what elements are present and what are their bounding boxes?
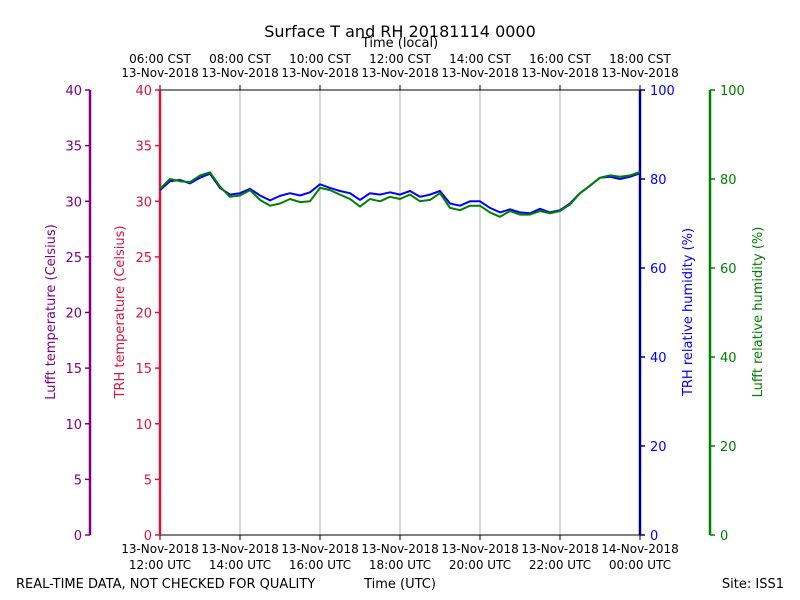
x-bottom-tick-date: 13-Nov-2018 <box>361 542 439 556</box>
x-top-tick-date: 13-Nov-2018 <box>601 66 679 80</box>
x-bottom-tick-date: 13-Nov-2018 <box>121 542 199 556</box>
trh-temp-tick-label: 10 <box>135 418 152 433</box>
x-top-tick-date: 13-Nov-2018 <box>361 66 439 80</box>
x-top-tick-time: 06:00 CST <box>129 52 191 66</box>
x-bottom-tick-date: 13-Nov-2018 <box>201 542 279 556</box>
x-top-tick-date: 13-Nov-2018 <box>201 66 279 80</box>
footer-site: Site: ISS1 <box>722 577 784 592</box>
series-layer <box>159 170 641 218</box>
trh-temp-tick-label: 20 <box>135 307 152 322</box>
lufft-rh-tick-label: 60 <box>720 262 737 277</box>
x-bottom-tick-time: 22:00 UTC <box>529 558 591 572</box>
lufft-temp-tick-label: 40 <box>65 84 82 99</box>
x-bottom-tick-date: 14-Nov-2018 <box>601 542 679 556</box>
top-axis-label: Time (local) <box>361 36 438 51</box>
trh-temp-axis-label: TRH temperature (Celsius) <box>113 226 128 400</box>
footer-quality-note: REAL-TIME DATA, NOT CHECKED FOR QUALITY <box>16 577 315 592</box>
x-bottom-tick-time: 20:00 UTC <box>449 558 511 572</box>
x-bottom-tick-date: 13-Nov-2018 <box>521 542 599 556</box>
x-tick-layer: 13-Nov-2018 12:00 UTC 13-Nov-2018 14:00 UTC… <box>121 52 679 572</box>
x-top-tick-time: 14:00 CST <box>449 52 511 66</box>
trh-temp-tick-label: 35 <box>135 140 152 155</box>
lufft-temp-tick-label: 25 <box>65 251 82 266</box>
trh-temp-tick-label: 30 <box>135 195 152 210</box>
trh-rh-tick-label: 20 <box>650 440 667 455</box>
chart-title: Surface T and RH 20181114 0000 <box>264 22 536 41</box>
lufft-temp-tick-label: 10 <box>65 418 82 433</box>
trh-rh-tick-label: 60 <box>650 262 667 277</box>
lufft-rh-tick-label: 80 <box>720 173 737 188</box>
trh-rh-tick-label: 100 <box>650 84 675 99</box>
lufft-rh-tick-label: 40 <box>720 351 737 366</box>
x-bottom-tick-time: 12:00 UTC <box>129 558 191 572</box>
trh-temp-tick-label: 5 <box>144 473 152 488</box>
trh-temp-tick-label: 0 <box>144 529 152 544</box>
x-axis-label: Time (UTC) <box>363 577 436 592</box>
x-top-tick-date: 13-Nov-2018 <box>441 66 519 80</box>
x-bottom-tick-date: 13-Nov-2018 <box>281 542 359 556</box>
trh-rh-axis-label: TRH relative humidity (%) <box>681 228 696 397</box>
x-top-tick-time: 18:00 CST <box>609 52 671 66</box>
trh-temp-tick-label: 40 <box>135 84 152 99</box>
lufft-rh-tick-label: 0 <box>720 529 728 544</box>
lufft-temp-tick-label: 5 <box>74 473 82 488</box>
x-top-tick-time: 12:00 CST <box>369 52 431 66</box>
lufft-temp-tick-label: 15 <box>65 362 82 377</box>
lufft-rh-series-line <box>159 170 641 218</box>
x-top-tick-time: 10:00 CST <box>289 52 351 66</box>
lufft-rh-axis-label: Lufft relative humidity (%) <box>751 227 766 398</box>
x-bottom-tick-time: 00:00 UTC <box>609 558 671 572</box>
lufft-temp-axis-label: Lufft temperature (Celsius) <box>44 224 59 400</box>
grid-layer <box>239 90 561 535</box>
trh-rh-tick-label: 0 <box>650 529 658 544</box>
lufft-rh-tick-label: 100 <box>720 84 745 99</box>
y-tick-layer: 0 5 10 15 20 25 30 35 40 0 5 10 15 20 25 30 35 40 0 20 40 60 8… <box>65 84 744 544</box>
lufft-temp-tick-label: 35 <box>65 140 82 155</box>
trh-temp-tick-label: 25 <box>135 251 152 266</box>
lufft-temp-tick-label: 0 <box>74 529 82 544</box>
x-bottom-tick-time: 18:00 UTC <box>369 558 431 572</box>
x-bottom-tick-date: 13-Nov-2018 <box>441 542 519 556</box>
x-top-tick-date: 13-Nov-2018 <box>281 66 359 80</box>
x-top-tick-date: 13-Nov-2018 <box>521 66 599 80</box>
trh-rh-tick-label: 80 <box>650 173 667 188</box>
trh-rh-tick-label: 40 <box>650 351 667 366</box>
x-bottom-tick-time: 14:00 UTC <box>209 558 271 572</box>
lufft-temp-tick-label: 20 <box>65 307 82 322</box>
x-bottom-tick-time: 16:00 UTC <box>289 558 351 572</box>
lufft-rh-tick-label: 20 <box>720 440 737 455</box>
x-top-tick-time: 08:00 CST <box>209 52 271 66</box>
trh-temp-tick-label: 15 <box>135 362 152 377</box>
x-top-tick-time: 16:00 CST <box>529 52 591 66</box>
lufft-temp-tick-label: 30 <box>65 195 82 210</box>
x-top-tick-date: 13-Nov-2018 <box>121 66 199 80</box>
